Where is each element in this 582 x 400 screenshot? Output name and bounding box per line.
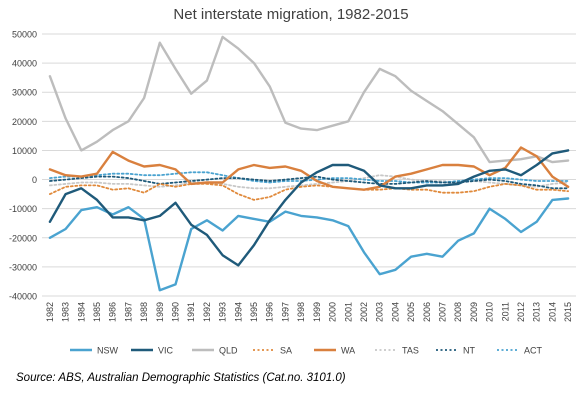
x-tick-label: 2009 (469, 302, 479, 322)
x-tick-label: 1996 (265, 302, 275, 322)
x-tick-label: 2011 (500, 302, 510, 321)
legend-label: VIC (158, 346, 174, 356)
y-tick-label: -10000 (9, 204, 37, 214)
x-tick-label: 1998 (296, 302, 306, 322)
legend-label: ACT (524, 346, 543, 356)
x-tick-label: 1990 (171, 302, 181, 322)
x-tick-label: 1983 (61, 302, 71, 322)
x-tick-label: 1986 (108, 302, 118, 322)
legend: NSW VIC QLD SA WA TAS NT ACT (70, 346, 543, 356)
x-tick-label: 2014 (547, 302, 557, 322)
legend-label: QLD (219, 346, 238, 356)
grid-lines (42, 33, 576, 297)
series-line-tas (49, 174, 569, 190)
x-tick-label: 1987 (123, 302, 133, 322)
x-tick-label: 1993 (218, 302, 228, 322)
source-note: Source: ABS, Australian Demographic Stat… (16, 372, 346, 384)
x-tick-label: 1997 (280, 302, 290, 322)
series-line-act (49, 171, 569, 184)
x-tick-label: 2000 (328, 302, 338, 322)
x-tick-label: 1994 (233, 302, 243, 322)
x-tick-label: 2005 (406, 302, 416, 322)
x-tick-label: 1988 (139, 302, 149, 322)
series-line-vic (48, 149, 570, 267)
chart-title: Net interstate migration, 1982-2015 (173, 6, 409, 23)
x-tick-label: 1999 (312, 302, 322, 322)
series-line-nsw (48, 197, 570, 292)
x-tick-label: 2015 (563, 302, 573, 322)
y-tick-label: -20000 (9, 233, 37, 243)
x-tick-label: 2010 (485, 302, 495, 322)
x-tick-label: 1995 (249, 302, 259, 322)
series-line-qld (48, 35, 570, 164)
x-tick-label: 1991 (186, 302, 196, 322)
x-tick-label: 2013 (532, 302, 542, 322)
x-tick-label: 1992 (202, 302, 212, 322)
y-tick-label: 50000 (12, 30, 37, 40)
x-tick-label: 2008 (453, 302, 463, 322)
y-tick-label: 30000 (12, 88, 37, 98)
x-tick-label: 1985 (92, 302, 102, 322)
x-tick-label: 2007 (438, 302, 448, 322)
y-tick-label: 10000 (12, 146, 37, 156)
y-tick-label: 20000 (12, 117, 37, 127)
x-tick-label: 2004 (390, 302, 400, 322)
x-tick-label: 2001 (343, 302, 353, 322)
legend-label: WA (341, 346, 355, 356)
x-tick-label: 1982 (45, 302, 55, 322)
series-lines (48, 35, 570, 292)
legend-label: NT (463, 346, 475, 356)
y-tick-label: 40000 (12, 59, 37, 69)
x-tick-label: 1984 (76, 302, 86, 322)
x-tick-label: 2003 (375, 302, 385, 322)
legend-label: TAS (402, 346, 419, 356)
series-line-wa (48, 146, 570, 191)
x-axis-ticks: 1982 1983 1984 1985 1986 1987 1988 1989 1990 1991… (45, 302, 573, 322)
x-tick-label: 1989 (155, 302, 165, 322)
legend-label: SA (280, 346, 292, 356)
y-tick-label: 0 (32, 175, 37, 185)
y-axis-ticks: 50000 40000 30000 20000 10000 0 -10000 -20000 -3… (9, 30, 37, 302)
x-tick-label: 2002 (359, 302, 369, 322)
y-tick-label: -30000 (9, 262, 37, 272)
series-line-sa (49, 182, 569, 201)
x-tick-label: 2012 (516, 302, 526, 322)
legend-label: NSW (97, 346, 119, 356)
x-tick-label: 2006 (422, 302, 432, 322)
y-tick-label: -40000 (9, 292, 37, 302)
